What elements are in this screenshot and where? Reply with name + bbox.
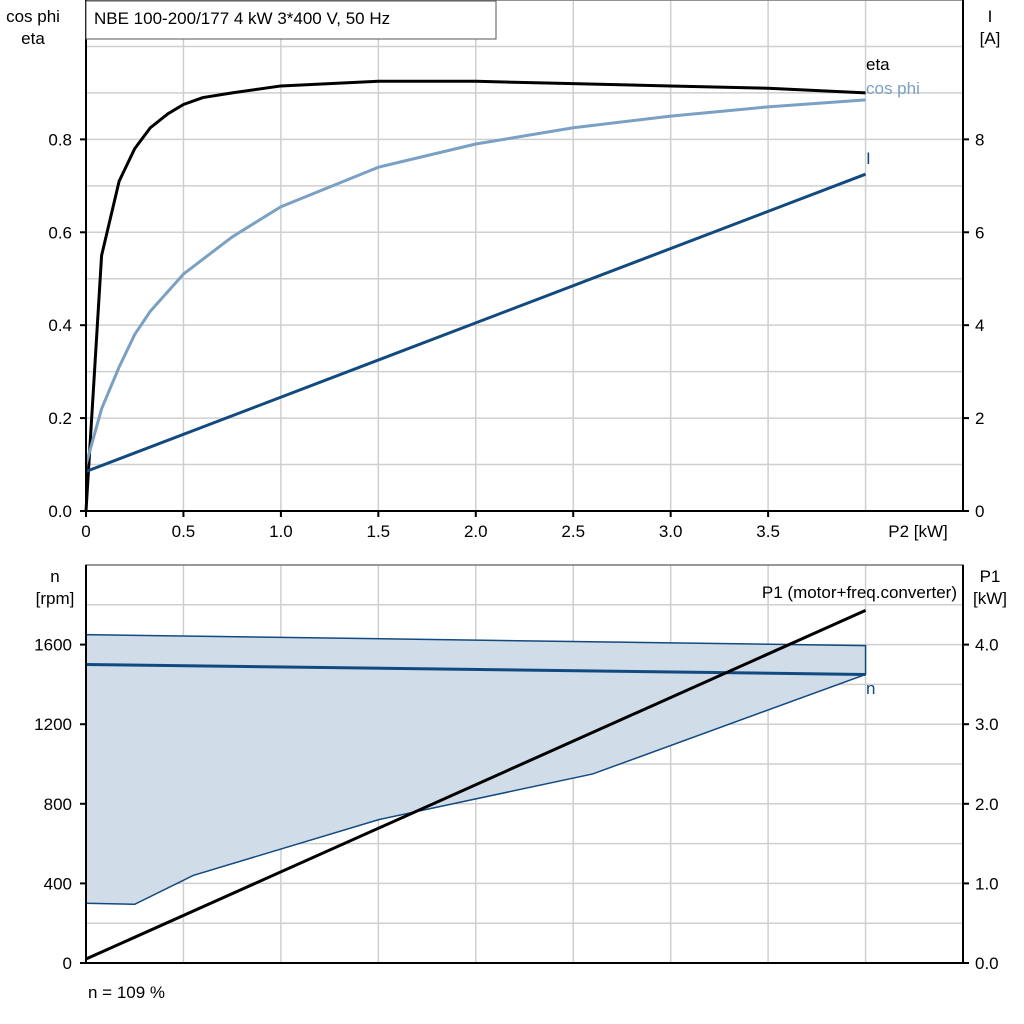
y-axis-label: eta xyxy=(21,29,45,48)
y2-tick-label: 4 xyxy=(975,316,984,335)
series-line-cos-phi xyxy=(84,98,866,465)
y2-axis-label: [A] xyxy=(980,29,1001,48)
x-tick-label: 3.0 xyxy=(659,522,683,541)
series-line-P1 xyxy=(85,609,867,961)
y-tick-label: 0.6 xyxy=(48,223,72,242)
x-axis-label: P2 [kW] xyxy=(888,522,948,541)
series-line-eta xyxy=(84,79,866,512)
series-label-eta: eta xyxy=(866,55,890,74)
y2-tick-label: 2 xyxy=(975,409,984,428)
y-tick-label: 400 xyxy=(44,874,72,893)
y2-tick-label: 0.0 xyxy=(975,954,999,973)
y2-tick-label: 2.0 xyxy=(975,795,999,814)
series-label-n: n xyxy=(866,679,875,698)
y-axis-label: [rpm] xyxy=(36,589,75,608)
x-tick-label: 3.5 xyxy=(756,522,780,541)
y-tick-label: 0.0 xyxy=(48,502,72,521)
y-tick-label: 0.2 xyxy=(48,409,72,428)
y-tick-label: 1600 xyxy=(34,636,72,655)
y-tick-label: 800 xyxy=(44,795,72,814)
series-label-cos-phi: cos phi xyxy=(866,79,920,98)
y2-tick-label: 8 xyxy=(975,130,984,149)
x-tick-label: 0 xyxy=(81,522,90,541)
y-tick-label: 0 xyxy=(63,954,72,973)
y-axis-label: cos phi xyxy=(6,7,60,26)
y2-tick-label: 1.0 xyxy=(975,874,999,893)
y2-tick-label: 4.0 xyxy=(975,636,999,655)
y-tick-label: 1200 xyxy=(34,715,72,734)
y-tick-label: 0.8 xyxy=(48,130,72,149)
y2-tick-label: 3.0 xyxy=(975,715,999,734)
x-tick-label: 1.5 xyxy=(367,522,391,541)
y-axis-label: n xyxy=(50,567,59,586)
chart-title: NBE 100-200/177 4 kW 3*400 V, 50 Hz xyxy=(94,9,390,28)
y2-axis-label: [kW] xyxy=(973,589,1007,608)
p1-annotation: P1 (motor+freq.converter) xyxy=(762,583,957,602)
y-tick-label: 0.4 xyxy=(48,316,72,335)
series-label-I: I xyxy=(866,149,871,168)
efficiency-footer: n = 109 % xyxy=(88,983,165,1002)
title-box xyxy=(85,0,497,40)
x-tick-label: 2.0 xyxy=(464,522,488,541)
series-line-I xyxy=(85,172,867,473)
plot-frame xyxy=(85,0,964,512)
speed-range-band xyxy=(85,633,867,906)
x-tick-label: 1.0 xyxy=(269,522,293,541)
x-tick-label: 2.5 xyxy=(561,522,585,541)
y2-axis-label: I xyxy=(988,7,993,26)
series-line-n xyxy=(85,663,866,676)
y2-axis-label: P1 xyxy=(980,567,1001,586)
y2-tick-label: 6 xyxy=(975,223,984,242)
y2-tick-label: 0 xyxy=(975,502,984,521)
x-tick-label: 0.5 xyxy=(172,522,196,541)
